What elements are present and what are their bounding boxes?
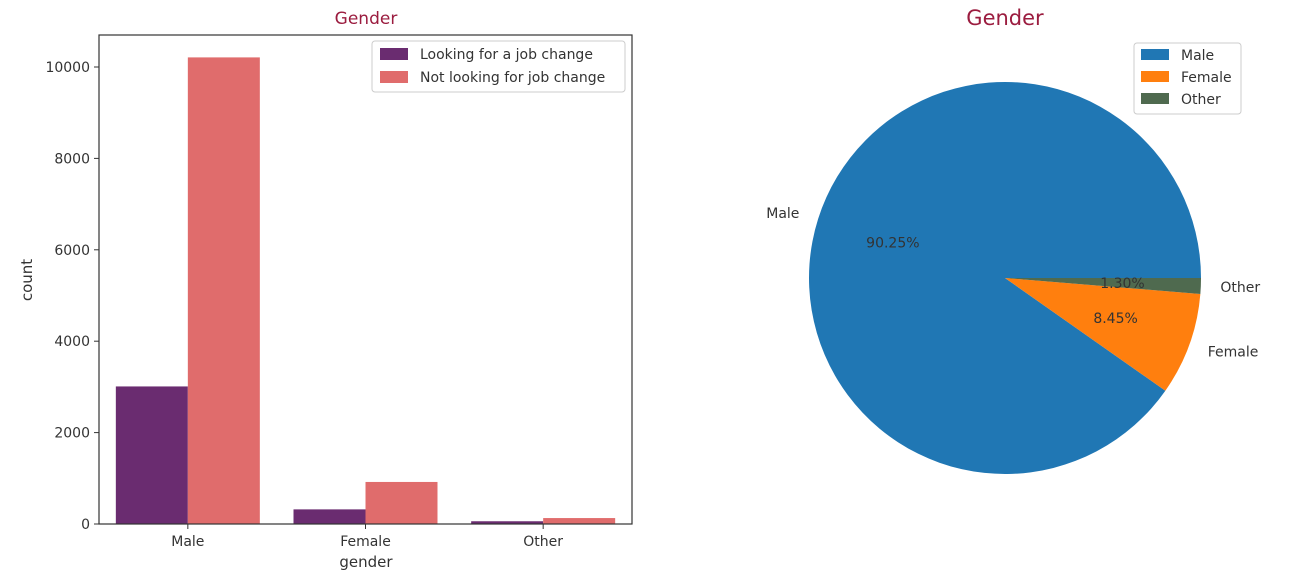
legend-swatch-other bbox=[1141, 93, 1169, 104]
pie-chart-title: Gender bbox=[966, 6, 1044, 30]
bar-y-tick-label: 8000 bbox=[54, 151, 90, 167]
bar-female-series-1 bbox=[365, 481, 438, 524]
legend-label-other: Other bbox=[1181, 92, 1221, 108]
legend-label-looking: Looking for a job change bbox=[420, 47, 593, 63]
pie-pct-label-female: 8.45% bbox=[1093, 311, 1137, 327]
bar-other-series-1 bbox=[543, 518, 616, 524]
bar-legend-box bbox=[371, 40, 626, 93]
legend-swatch-looking bbox=[380, 48, 408, 60]
legend-swatch-male bbox=[1141, 49, 1169, 60]
bar-y-tick-label: 10000 bbox=[45, 60, 90, 76]
bar-y-tick-label: 2000 bbox=[54, 426, 90, 442]
bar-y-axis-label: count bbox=[18, 259, 36, 301]
bar-y-tick-label: 0 bbox=[81, 517, 90, 533]
bar-other-series-0 bbox=[471, 521, 544, 524]
bar-y-tick-label: 4000 bbox=[54, 334, 90, 350]
pie-slices bbox=[809, 81, 1201, 474]
bar-female-series-0 bbox=[293, 509, 366, 524]
pie-legend: Male Female Other bbox=[1133, 42, 1242, 115]
legend-label-male: Male bbox=[1181, 48, 1214, 64]
legend-swatch-female bbox=[1141, 71, 1169, 82]
legend-label-female: Female bbox=[1181, 70, 1232, 86]
pie-slice-female bbox=[1005, 278, 1201, 391]
bar-x-tick-label: Female bbox=[340, 534, 391, 550]
pie-pct-label-male: 90.25% bbox=[866, 236, 919, 252]
pie-outer-label-male: Male bbox=[766, 206, 799, 222]
bar-marks bbox=[115, 57, 616, 524]
pie-chart: Gender Male 90.25% Female 8.45% Other 1.30% M… bbox=[766, 6, 1260, 474]
legend-swatch-not-looking bbox=[380, 71, 408, 83]
bar-y-axis: 0 2000 4000 6000 8000 10000 bbox=[45, 60, 99, 533]
pie-slice-male bbox=[809, 81, 1201, 474]
bar-chart: Gender 0 2000 4000 6000 8000 10000 Male Female… bbox=[18, 9, 633, 571]
bar-male-series-0 bbox=[115, 386, 188, 524]
pie-outer-label-female: Female bbox=[1208, 344, 1259, 360]
bar-x-tick-label: Other bbox=[523, 534, 563, 550]
bar-x-axis-label: gender bbox=[339, 553, 393, 571]
bar-legend: Looking for a job change Not looking for… bbox=[371, 40, 626, 93]
bar-x-tick-label: Male bbox=[171, 534, 204, 550]
pie-outer-label-other: Other bbox=[1220, 280, 1260, 296]
bar-male-series-1 bbox=[187, 57, 260, 524]
bar-chart-title: Gender bbox=[335, 9, 398, 29]
bar-x-axis: Male Female Other bbox=[171, 524, 563, 550]
bar-y-tick-label: 6000 bbox=[54, 243, 90, 259]
legend-label-not-looking: Not looking for job change bbox=[420, 70, 605, 86]
pie-pct-label-other: 1.30% bbox=[1100, 276, 1144, 292]
pie-labels: Male 90.25% Female 8.45% Other 1.30% bbox=[766, 206, 1260, 360]
pie-slice-other bbox=[1005, 278, 1201, 294]
